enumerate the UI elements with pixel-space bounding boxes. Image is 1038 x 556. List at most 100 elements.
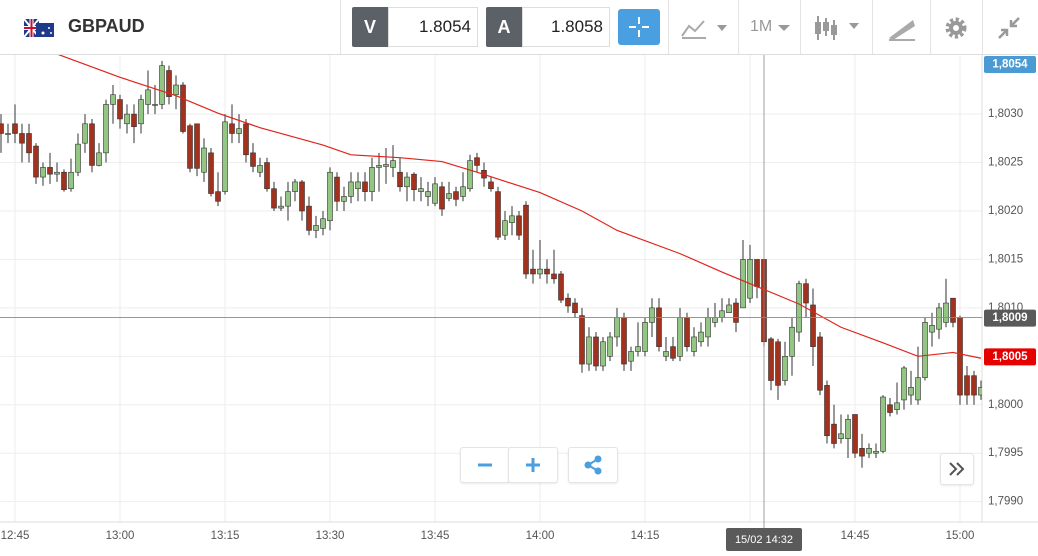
candle-body <box>334 176 340 202</box>
price-tag-box <box>984 348 1036 366</box>
candle-body <box>824 385 830 437</box>
bid-label[interactable]: V <box>352 7 388 47</box>
candle-body <box>817 336 823 391</box>
candle-body <box>96 152 102 166</box>
candle-body <box>432 183 438 204</box>
y-tick-label: 1,8015 <box>988 253 1023 265</box>
candle-body <box>264 162 270 190</box>
candle-body <box>691 336 697 352</box>
settings-button[interactable] <box>941 14 971 42</box>
separator <box>930 0 931 54</box>
candle-body <box>887 404 893 413</box>
candle-body <box>33 145 39 178</box>
flag-icon <box>24 19 54 37</box>
crosshair-icon <box>629 17 649 37</box>
candle-body <box>103 104 109 154</box>
bid-price[interactable]: 1.8054 <box>388 7 478 47</box>
share-icon <box>584 455 602 475</box>
separator <box>872 0 873 54</box>
scroll-latest-button[interactable] <box>940 453 974 485</box>
candle-body <box>222 121 228 192</box>
candle-body <box>75 143 81 173</box>
candle-body <box>47 167 53 175</box>
price-tag-label: 1,8054 <box>992 59 1028 71</box>
share-button[interactable] <box>568 447 618 483</box>
candle-body <box>152 104 158 106</box>
candle-body <box>586 336 592 365</box>
ask-label[interactable]: A <box>486 7 522 47</box>
candle-body <box>880 396 886 452</box>
candle-body <box>166 70 172 97</box>
candle-body <box>502 220 508 236</box>
candle-body <box>0 123 4 134</box>
candle-body <box>551 273 557 280</box>
candle-body <box>971 375 977 396</box>
minus-icon <box>478 463 492 467</box>
moving-average-line <box>57 55 982 359</box>
candle-body <box>607 336 613 357</box>
candle-body <box>348 181 354 197</box>
candle-body <box>901 367 907 401</box>
candle-body <box>712 317 718 323</box>
candle-body <box>110 94 116 105</box>
candle-body <box>509 215 515 223</box>
ask-price[interactable]: 1.8058 <box>522 7 610 47</box>
candle-body <box>530 268 536 275</box>
candle-body <box>180 84 186 132</box>
crosshair-price-tag-box <box>984 309 1036 327</box>
candle-body <box>964 375 970 396</box>
timeframe-button[interactable]: 1M <box>750 18 773 35</box>
candle-body <box>236 128 242 134</box>
chevron-icon <box>949 462 965 476</box>
zoom-in-button[interactable] <box>508 447 558 483</box>
candle-body <box>705 317 711 338</box>
candle-body <box>82 123 88 144</box>
candle-body <box>803 283 809 304</box>
candle-body <box>362 181 368 192</box>
candle-body <box>957 317 963 396</box>
candle-body <box>572 302 578 314</box>
candle-body <box>663 351 669 357</box>
plot-area <box>0 55 982 468</box>
x-tick-label: 13:15 <box>211 530 240 542</box>
x-tick-label: 12:45 <box>1 530 30 542</box>
candle-body <box>775 341 781 386</box>
crosshair-button[interactable] <box>618 9 660 45</box>
candle-body <box>145 89 151 105</box>
separator <box>668 0 669 54</box>
candle-body <box>327 171 333 221</box>
candle-body <box>131 113 137 127</box>
candle-body <box>439 186 445 210</box>
candle-body <box>453 191 459 200</box>
collapse-button[interactable] <box>995 14 1025 42</box>
candle-body <box>19 133 25 144</box>
candle-body <box>516 215 522 236</box>
y-tick-label: 1,8030 <box>988 108 1023 120</box>
y-tick-label: 1,7990 <box>988 496 1023 508</box>
candle-body <box>488 181 494 190</box>
chart-type-button[interactable] <box>680 16 730 40</box>
candle-body <box>859 448 865 457</box>
candle-body <box>68 171 74 190</box>
draw-tools-button[interactable] <box>885 14 919 42</box>
candle-body <box>320 218 326 229</box>
candle-body <box>649 307 655 323</box>
candle-body <box>208 152 214 194</box>
candle-body <box>187 125 193 169</box>
candle-body <box>138 99 144 125</box>
candle-body <box>159 65 165 105</box>
candle-body <box>390 160 396 168</box>
candle-style-button[interactable] <box>812 14 862 42</box>
plus-icon <box>526 458 540 472</box>
x-tick-label: 14:45 <box>841 530 870 542</box>
candle-body <box>383 164 389 167</box>
candle-body <box>845 418 851 439</box>
candle-body <box>782 356 788 381</box>
candle-body <box>341 196 347 202</box>
zoom-out-button[interactable] <box>460 447 510 483</box>
candle-body <box>621 317 627 365</box>
candle-body <box>292 181 298 192</box>
candle-body <box>950 297 956 323</box>
crosshair-time-label: 15/02 14:32 <box>735 534 793 546</box>
candle-body <box>404 176 410 188</box>
